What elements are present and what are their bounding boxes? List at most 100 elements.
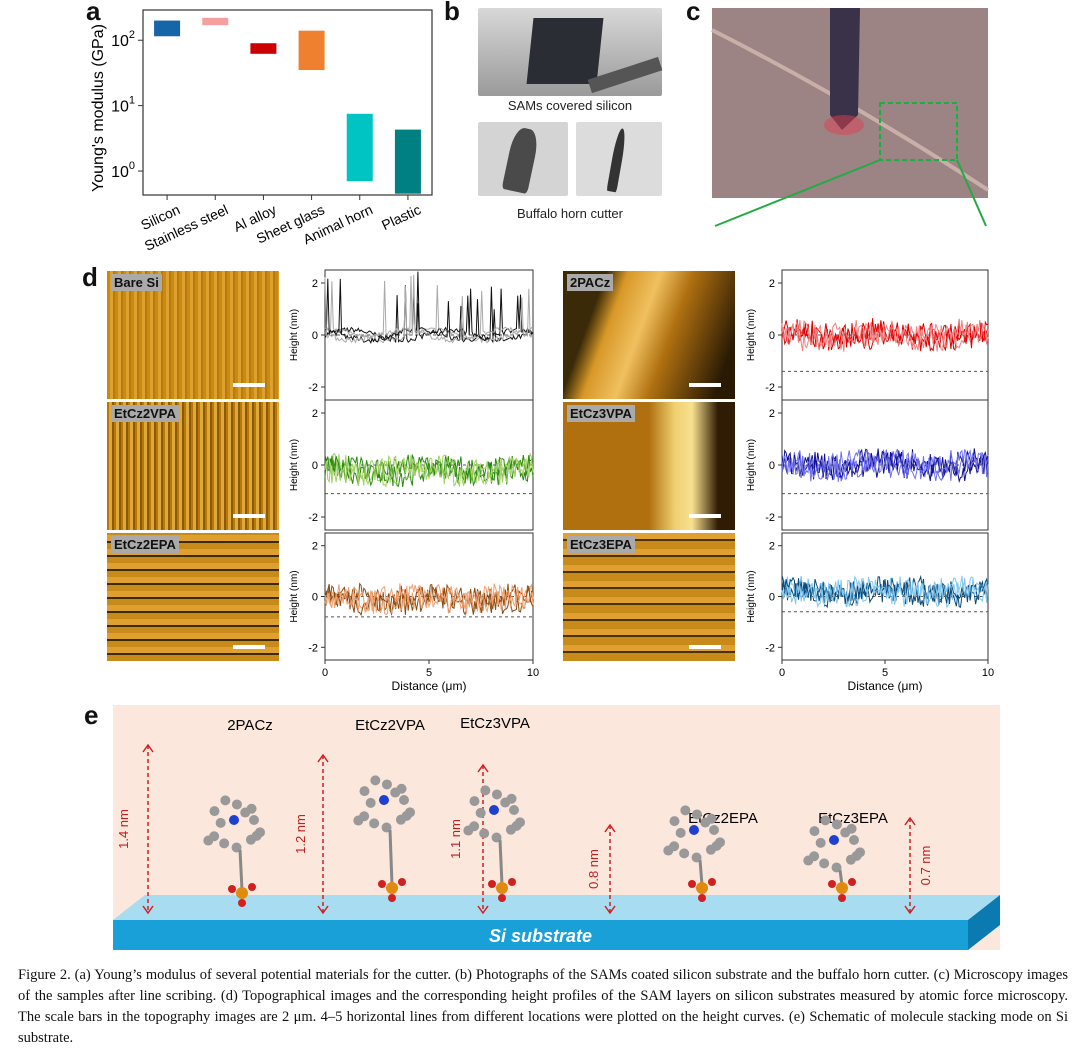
height-label: 1.4 nm xyxy=(116,809,131,849)
carbon-atom xyxy=(475,807,486,818)
profile-line-etcz2epa xyxy=(324,582,534,614)
horn-cutter-photo-2 xyxy=(576,122,662,196)
carbon-atom xyxy=(359,811,370,822)
y-tick-label: -2 xyxy=(308,382,318,394)
carbon-atom xyxy=(249,815,259,825)
afm-image-etcz2epa: EtCz2EPA xyxy=(107,533,279,661)
oxygen-atom xyxy=(398,878,406,886)
profile-line-etcz3epa xyxy=(781,574,989,608)
carbon-atom xyxy=(220,795,231,806)
bar-animal-horn xyxy=(346,113,373,182)
profile-line-bare si xyxy=(324,274,534,344)
height-label: 1.1 nm xyxy=(448,819,463,859)
nitrogen-atom xyxy=(689,825,699,835)
phosphorus-atom xyxy=(496,882,508,894)
carbon-atom xyxy=(369,818,380,829)
carbon-atom xyxy=(691,809,702,820)
x-tick-label: 0 xyxy=(779,667,785,679)
carbon-atom xyxy=(399,795,409,805)
profile-line-bare si xyxy=(324,271,534,344)
height-profile-charts: 2 0 -2 Height (nm) 2 0 -2 Height (nm) 2 0 -2 Height… xyxy=(289,269,994,693)
height-label: 0.7 nm xyxy=(918,846,933,886)
y-tick-label: 101 xyxy=(111,95,135,116)
carbon-atom xyxy=(815,837,826,848)
carbon-atom xyxy=(511,820,522,831)
oxygen-atom xyxy=(238,899,246,907)
height-label: 0.8 nm xyxy=(586,849,601,889)
x-tick-label: 10 xyxy=(982,667,994,679)
carbon-atom xyxy=(831,862,842,873)
profile-line-bare si xyxy=(324,275,534,344)
carbon-atom xyxy=(231,842,242,853)
phosphorus-atom xyxy=(696,882,708,894)
x-tick-label: 10 xyxy=(527,667,539,679)
carbon-atom xyxy=(396,783,407,794)
carbon-atom xyxy=(209,806,220,817)
x-axis-label: Distance (μm) xyxy=(848,679,923,693)
molecule-model xyxy=(353,775,415,902)
profile-line-2pacz xyxy=(781,318,989,352)
molecule-model xyxy=(663,805,725,902)
scale-bar xyxy=(233,514,265,518)
y-axis-label: Young's modulus (GPa) xyxy=(90,24,107,192)
carbon-atom xyxy=(231,799,242,810)
afm-image-bare-si: Bare Si xyxy=(107,271,279,399)
y-axis-label: Height (nm) xyxy=(746,570,757,622)
bar-al-alloy xyxy=(250,43,277,54)
x-tick-label: Plastic xyxy=(379,201,423,233)
sample-label: EtCz2VPA xyxy=(111,405,179,422)
oxygen-atom xyxy=(688,880,696,888)
carbon-atom xyxy=(209,831,220,842)
y-tick-label: -2 xyxy=(308,512,318,524)
si-substrate-label: Si substrate xyxy=(488,926,593,946)
carbon-atom xyxy=(381,822,392,833)
carbon-atom xyxy=(469,821,480,832)
molecule-label: EtCz2VPA xyxy=(355,717,425,734)
scale-bar xyxy=(233,383,265,387)
horn-cutter-label: Buffalo horn cutter xyxy=(517,206,623,221)
sample-label: 2PACz xyxy=(567,274,614,291)
y-tick-label: -2 xyxy=(308,642,318,654)
carbon-atom xyxy=(679,848,690,859)
panel-label-b: b xyxy=(444,0,460,26)
carbon-atom xyxy=(680,805,691,816)
y-tick-label: 2 xyxy=(769,408,775,420)
y-tick-label: 2 xyxy=(769,278,775,290)
carbon-atom xyxy=(370,775,381,786)
y-tick-label: 2 xyxy=(312,278,318,290)
oxygen-atom xyxy=(848,878,856,886)
sams-silicon-label: SAMs covered silicon xyxy=(507,98,633,113)
carbon-atom xyxy=(506,793,517,804)
oxygen-atom xyxy=(708,878,716,886)
phosphorus-atom xyxy=(836,882,848,894)
scale-bar xyxy=(233,645,265,649)
oxygen-atom xyxy=(228,885,236,893)
y-tick-label: 2 xyxy=(769,541,775,553)
profile-line-etcz2vpa xyxy=(324,454,534,487)
bar-stainless-steel xyxy=(202,17,229,26)
carbon-atom xyxy=(359,786,370,797)
y-tick-label: 0 xyxy=(312,330,318,342)
figure-caption: Figure 2. (a) Young’s modulus of several… xyxy=(18,967,1068,1046)
bar-sheet-glass xyxy=(298,30,325,71)
arrow-head-icon xyxy=(142,743,154,915)
y-axis-label: Height (nm) xyxy=(289,309,300,361)
y-tick-label: 102 xyxy=(111,29,135,50)
microscopy-image xyxy=(711,8,990,227)
molecule-model xyxy=(803,815,865,902)
profile-line-etcz3epa xyxy=(781,575,989,609)
y-tick-label: -2 xyxy=(765,382,775,394)
y-axis-label: Height (nm) xyxy=(289,439,300,491)
scale-bar xyxy=(689,383,721,387)
carbon-atom xyxy=(669,816,680,827)
carbon-atom xyxy=(846,823,857,834)
panel-label-c: c xyxy=(686,0,701,26)
carbon-atom xyxy=(809,826,820,837)
afm-image-2pacz: 2PACz xyxy=(563,271,735,399)
afm-image-etcz3vpa: EtCz3VPA xyxy=(563,402,735,530)
x-tick-label: 0 xyxy=(322,667,328,679)
carbon-atom xyxy=(480,785,491,796)
carbon-atom xyxy=(820,815,831,826)
carbon-atom xyxy=(479,828,490,839)
